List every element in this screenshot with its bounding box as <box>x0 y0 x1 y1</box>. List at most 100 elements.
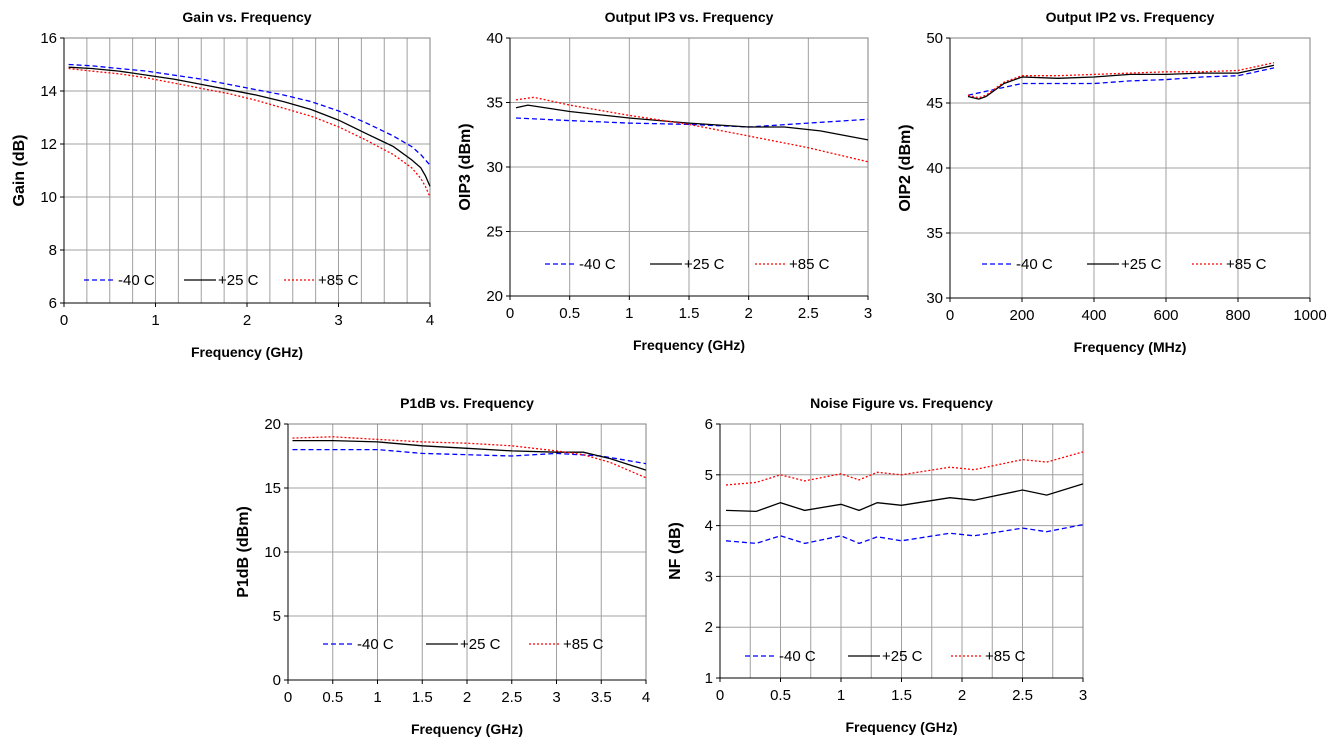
legend-label-1: +25 C <box>218 272 259 289</box>
chart-title: Output IP3 vs. Frequency <box>605 9 774 25</box>
legend-label-0: -40 C <box>779 648 816 665</box>
series-line-1 <box>515 104 869 141</box>
legend-label-2: +85 C <box>789 256 830 273</box>
chart-title: P1dB vs. Frequency <box>400 395 534 411</box>
y-tick-label: 3 <box>705 568 713 585</box>
chart-1: 20 25 30 35 40 0 0.5 1 1.5 2 2.5 3 Output IP3 vs. Fr… <box>457 9 872 353</box>
y-tick-label: 6 <box>49 295 57 312</box>
y-tick-label: 40 <box>926 160 943 177</box>
y-tick-label: 15 <box>264 480 281 497</box>
x-tick-label: 3 <box>864 305 872 322</box>
series-line-0 <box>725 523 1084 545</box>
y-tick-label: 20 <box>264 416 281 433</box>
legend-label-0: -40 C <box>357 636 394 653</box>
x-tick-label: 200 <box>1009 307 1034 324</box>
y-tick-label: 5 <box>705 467 713 484</box>
series-line-1 <box>967 64 1275 100</box>
y-axis-label: P1dB (dBm) <box>235 506 252 598</box>
chart-title: Gain vs. Frequency <box>182 9 311 25</box>
x-tick-label: 3 <box>1079 687 1087 704</box>
y-tick-label: 40 <box>486 30 503 47</box>
chart-4: 1 2 3 4 5 6 0 0.5 1 1.5 2 2.5 3 Noise Figure vs. Freq… <box>667 395 1087 735</box>
y-tick-label: 0 <box>273 672 281 689</box>
x-tick-label: 1.5 <box>891 687 912 704</box>
y-axis-label: NF (dB) <box>667 522 684 580</box>
x-axis-label: Frequency (GHz) <box>845 719 957 735</box>
legend-label-0: -40 C <box>579 256 616 273</box>
y-tick-label: 50 <box>926 30 943 47</box>
x-tick-label: 1000 <box>1293 307 1326 324</box>
series-line-1 <box>725 483 1084 513</box>
legend-label-2: +85 C <box>318 272 359 289</box>
y-axis-label: OIP2 (dBm) <box>897 124 914 211</box>
legend-label-2: +85 C <box>1226 256 1267 273</box>
x-tick-label: 4 <box>426 312 434 329</box>
x-tick-label: 3 <box>334 312 342 329</box>
y-tick-label: 2 <box>705 619 713 636</box>
x-tick-label: 0.5 <box>770 687 791 704</box>
y-tick-label: 30 <box>926 290 943 307</box>
series-line-2 <box>292 436 647 479</box>
y-tick-label: 14 <box>40 83 57 100</box>
x-tick-label: 1 <box>373 689 381 706</box>
series-line-0 <box>967 67 1275 96</box>
legend-label-2: +85 C <box>985 648 1026 665</box>
x-axis-label: Frequency (MHz) <box>1074 339 1187 355</box>
x-tick-label: 1.5 <box>679 305 700 322</box>
y-tick-label: 30 <box>486 159 503 176</box>
y-tick-label: 45 <box>926 95 943 112</box>
y-tick-label: 35 <box>486 95 503 112</box>
series-line-2 <box>967 62 1275 99</box>
y-tick-label: 1 <box>705 670 713 687</box>
x-tick-label: 3 <box>552 689 560 706</box>
y-tick-label: 4 <box>705 518 713 535</box>
legend-label-1: +25 C <box>882 648 923 665</box>
x-tick-label: 0 <box>284 689 292 706</box>
series-line-0 <box>68 63 431 166</box>
y-tick-label: 35 <box>926 225 943 242</box>
y-axis-label: OIP3 (dBm) <box>457 123 474 210</box>
x-tick-label: 0 <box>60 312 68 329</box>
y-tick-label: 6 <box>705 416 713 433</box>
series-line-1 <box>68 66 431 187</box>
x-tick-label: 0.5 <box>322 689 343 706</box>
y-tick-label: 8 <box>49 242 57 259</box>
y-tick-label: 10 <box>264 544 281 561</box>
x-tick-label: 1 <box>151 312 159 329</box>
series-line-2 <box>725 451 1084 486</box>
y-tick-label: 25 <box>486 224 503 241</box>
series-line-0 <box>515 117 869 128</box>
x-tick-label: 1 <box>837 687 845 704</box>
chart-2: 30 35 40 45 50 0 200 400 600 800 1000 Output IP2 vs… <box>897 9 1327 355</box>
chart-title: Noise Figure vs. Frequency <box>810 395 993 411</box>
chart-title: Output IP2 vs. Frequency <box>1046 9 1215 25</box>
legend-label-0: -40 C <box>118 272 155 289</box>
x-tick-label: 1 <box>625 305 633 322</box>
y-tick-label: 12 <box>40 136 57 153</box>
x-tick-label: 400 <box>1081 307 1106 324</box>
series-line-0 <box>292 448 647 465</box>
x-tick-label: 0 <box>506 305 514 322</box>
y-tick-label: 20 <box>486 288 503 305</box>
x-axis-label: Frequency (GHz) <box>411 721 523 737</box>
y-tick-label: 10 <box>40 189 57 206</box>
legend-label-1: +25 C <box>460 636 501 653</box>
x-tick-label: 800 <box>1225 307 1250 324</box>
x-tick-label: 2.5 <box>798 305 819 322</box>
x-tick-label: 2 <box>243 312 251 329</box>
x-tick-label: 1.5 <box>412 689 433 706</box>
legend-label-2: +85 C <box>563 636 604 653</box>
y-tick-label: 16 <box>40 30 57 47</box>
x-tick-label: 0.5 <box>559 305 580 322</box>
series-line-2 <box>68 67 431 198</box>
x-tick-label: 2 <box>958 687 966 704</box>
x-tick-label: 600 <box>1153 307 1178 324</box>
legend-label-1: +25 C <box>684 256 725 273</box>
x-tick-label: 0 <box>716 687 724 704</box>
y-axis-label: Gain (dB) <box>11 135 28 207</box>
x-tick-label: 3.5 <box>591 689 612 706</box>
x-axis-label: Frequency (GHz) <box>633 337 745 353</box>
chart-3: 0 5 10 15 20 0 0.5 1 1.5 2 2.5 3 3.5 4 P1dB vs. Freque… <box>235 395 650 737</box>
